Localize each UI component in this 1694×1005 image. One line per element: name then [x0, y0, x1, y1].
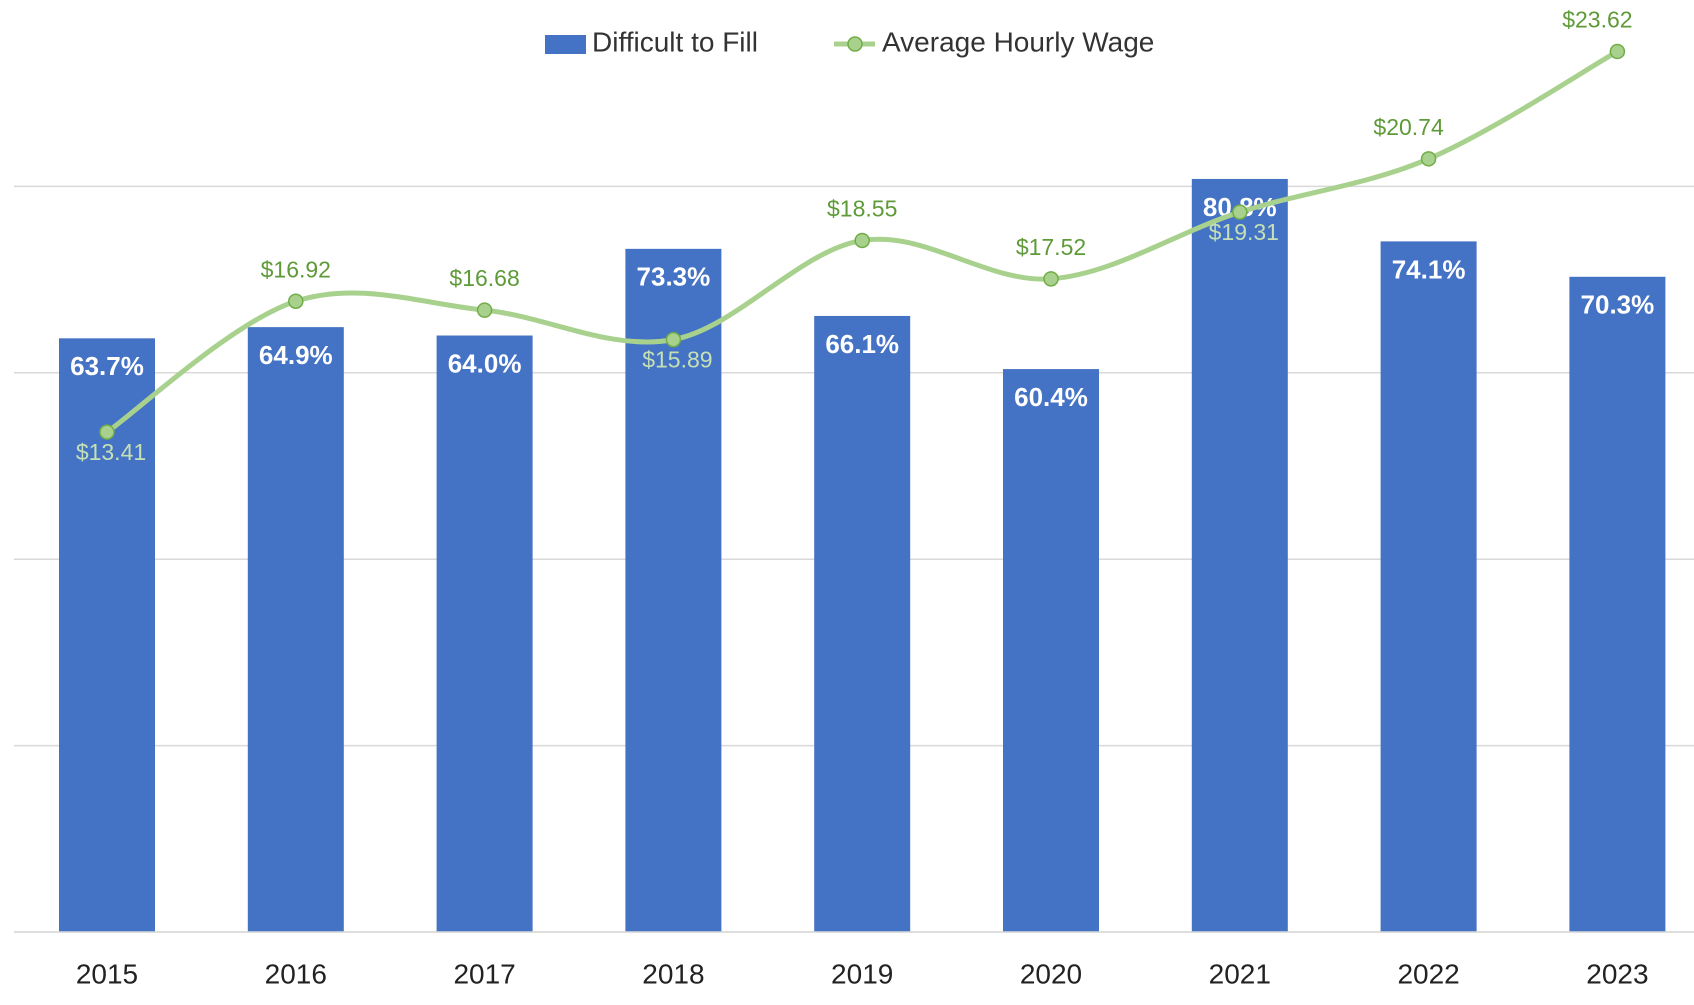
wage-marker: [1609, 43, 1626, 60]
bar-value-label: 74.1%: [1392, 254, 1466, 284]
bar: [1569, 276, 1666, 933]
wage-marker: [476, 302, 493, 318]
wage-marker: [1043, 271, 1059, 287]
x-tick-label: 2020: [1020, 958, 1082, 989]
wage-marker: [288, 293, 304, 309]
wage-value-label: $23.62: [1562, 7, 1632, 33]
bar-value-label: 66.1%: [825, 329, 899, 359]
x-tick-label: 2022: [1397, 958, 1459, 989]
wage-marker: [1232, 204, 1248, 220]
wage-value-label: $16.68: [449, 265, 519, 291]
bar-value-label: 63.7%: [70, 351, 144, 381]
wage-value-label: $13.41: [76, 439, 146, 465]
wage-value-label: $18.55: [827, 196, 897, 222]
legend-label: Difficult to Fill: [592, 26, 758, 57]
x-tick-label: 2016: [265, 958, 327, 989]
bar: [436, 335, 533, 932]
bar: [247, 327, 344, 933]
bar-value-label: 73.3%: [637, 262, 711, 292]
bar: [1380, 241, 1477, 932]
wage-marker: [854, 232, 870, 249]
wage-value-label: $20.74: [1373, 114, 1444, 140]
x-tick-label: 2018: [642, 958, 704, 989]
x-tick-label: 2019: [831, 958, 893, 989]
bar-value-label: 64.0%: [448, 348, 522, 378]
bar-value-label: 64.9%: [259, 340, 333, 370]
legend-marker: [847, 36, 863, 52]
bar-value-label: 60.4%: [1014, 382, 1088, 412]
x-tick-label: 2023: [1586, 958, 1648, 989]
wage-value-label: $15.89: [642, 347, 712, 373]
wage-marker: [665, 331, 682, 348]
legend-label: Average Hourly Wage: [882, 26, 1154, 57]
wage-marker: [1420, 151, 1437, 167]
wage-value-label: $19.31: [1209, 219, 1279, 245]
x-tick-label: 2015: [76, 958, 138, 989]
wage-value-label: $17.52: [1016, 234, 1086, 260]
x-tick-label: 2021: [1209, 958, 1271, 989]
bar: [814, 315, 911, 932]
bar: [1191, 178, 1288, 933]
bar-value-label: 70.3%: [1581, 290, 1655, 320]
bar: [1003, 369, 1099, 932]
bar: [625, 248, 722, 932]
legend-swatch-bar: [545, 35, 586, 54]
legend: Difficult to Fill Average Hourly Wage: [545, 26, 1154, 57]
x-tick-label: 2017: [453, 958, 515, 989]
wage-value-label: $16.92: [261, 256, 331, 282]
wage-marker: [99, 424, 115, 440]
